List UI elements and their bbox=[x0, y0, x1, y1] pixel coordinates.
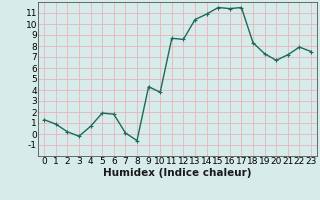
X-axis label: Humidex (Indice chaleur): Humidex (Indice chaleur) bbox=[103, 168, 252, 178]
